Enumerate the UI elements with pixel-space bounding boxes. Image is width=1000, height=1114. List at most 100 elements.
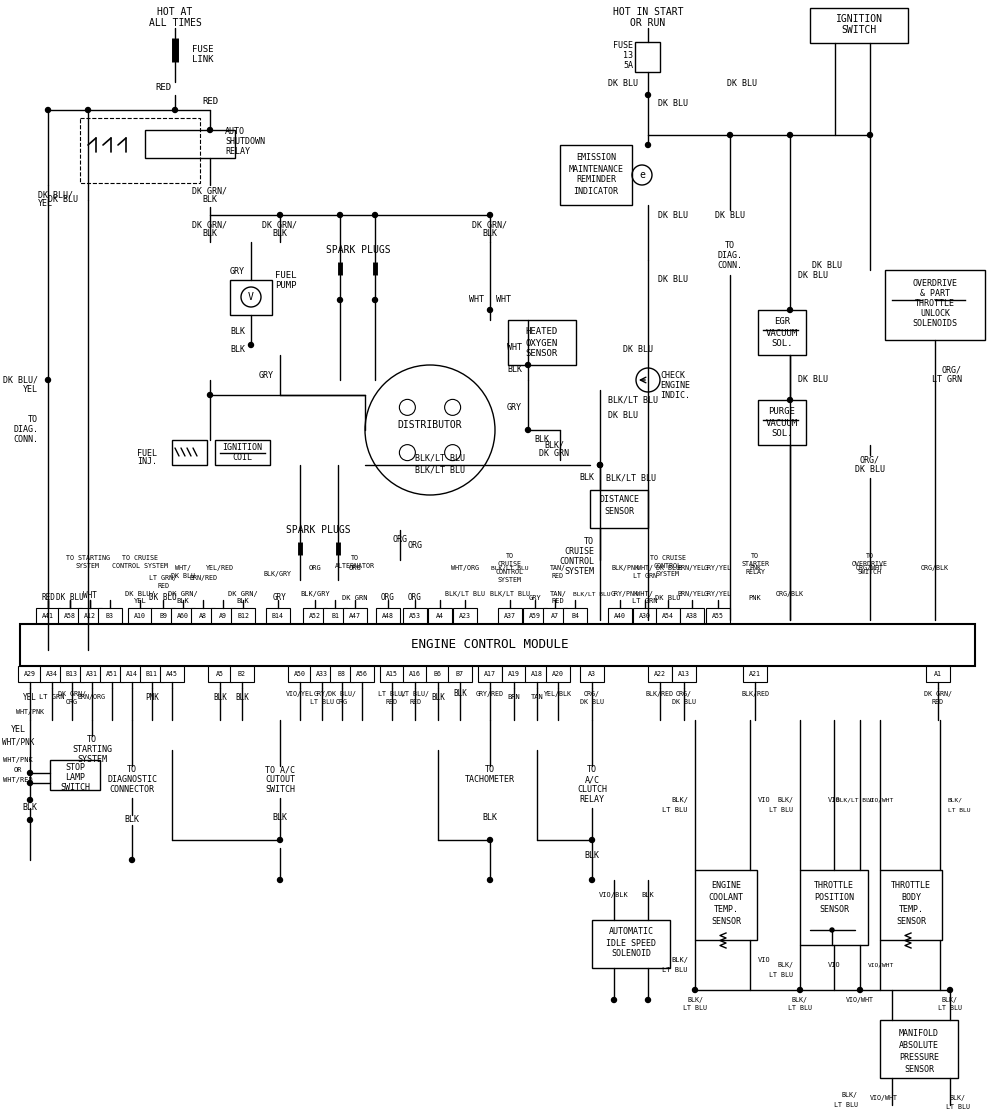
Bar: [608, 608, 632, 624]
Text: GRY/YEL: GRY/YEL: [704, 592, 732, 597]
Text: DISTRIBUTOR: DISTRIBUTOR: [398, 420, 462, 430]
Text: BLK: BLK: [482, 228, 498, 237]
Text: COOLANT: COOLANT: [708, 892, 744, 901]
Bar: [672, 666, 696, 682]
Text: TO: TO: [751, 553, 759, 559]
Bar: [310, 666, 334, 682]
Text: VIO/BLK: VIO/BLK: [599, 892, 629, 898]
Bar: [128, 608, 152, 624]
Text: VIO/WHT: VIO/WHT: [868, 798, 894, 802]
Text: THROTTLE: THROTTLE: [891, 880, 931, 889]
Text: ORG/WHT: ORG/WHT: [856, 565, 884, 571]
Text: BLK/LT BLU: BLK/LT BLU: [606, 473, 656, 482]
Circle shape: [728, 133, 732, 137]
Text: ABSOLUTE: ABSOLUTE: [899, 1040, 939, 1049]
Text: DK BLU: DK BLU: [715, 211, 745, 219]
Text: TACHOMETER: TACHOMETER: [465, 775, 515, 784]
Text: B9: B9: [159, 613, 167, 619]
Circle shape: [372, 297, 378, 303]
Text: BLK: BLK: [235, 693, 249, 702]
Text: BRN/RED: BRN/RED: [189, 575, 217, 582]
Text: LAMP: LAMP: [65, 773, 85, 782]
Text: VIO: VIO: [758, 957, 771, 962]
Text: A48: A48: [382, 613, 394, 619]
Text: A9: A9: [219, 613, 227, 619]
Text: ORG/BLK: ORG/BLK: [776, 592, 804, 597]
Text: DK BLU/: DK BLU/: [3, 375, 38, 384]
Circle shape: [278, 838, 283, 842]
Text: DK GRN: DK GRN: [342, 595, 368, 600]
Text: LT GRN: LT GRN: [932, 375, 962, 384]
Bar: [288, 666, 312, 682]
Text: GRY: GRY: [259, 371, 274, 380]
Text: B6: B6: [434, 671, 442, 677]
Circle shape: [612, 997, 616, 1003]
Circle shape: [788, 307, 792, 313]
Text: DK BLU: DK BLU: [656, 565, 680, 571]
Text: DK BLU: DK BLU: [580, 698, 604, 705]
Text: BLK: BLK: [453, 690, 467, 698]
Text: BLK: BLK: [584, 850, 600, 860]
Text: SENSOR: SENSOR: [896, 917, 926, 926]
Bar: [151, 608, 175, 624]
Circle shape: [208, 392, 212, 398]
Bar: [40, 666, 64, 682]
Text: RELAY: RELAY: [580, 795, 604, 804]
Text: BLK/LT BLU: BLK/LT BLU: [573, 592, 611, 596]
Text: TEMP.: TEMP.: [898, 905, 924, 913]
Text: BLK/LT BLU: BLK/LT BLU: [490, 592, 530, 597]
Bar: [498, 608, 522, 624]
Text: A53: A53: [409, 613, 421, 619]
Text: CONTROL: CONTROL: [496, 569, 524, 575]
Bar: [810, 8, 908, 43]
Text: STARTER: STARTER: [741, 561, 769, 567]
Bar: [743, 666, 767, 682]
Bar: [546, 666, 570, 682]
Text: BLK/: BLK/: [777, 962, 793, 968]
Bar: [18, 666, 42, 682]
Bar: [58, 608, 82, 624]
Text: DK BLU: DK BLU: [623, 345, 653, 354]
Text: SWITCH: SWITCH: [858, 569, 882, 575]
Text: BLK/LT BLU: BLK/LT BLU: [491, 566, 529, 570]
Text: V: V: [248, 292, 254, 302]
Text: A14: A14: [126, 671, 138, 677]
Text: A3: A3: [588, 671, 596, 677]
Text: TO CRUISE: TO CRUISE: [122, 555, 158, 561]
Text: ORG: ORG: [408, 540, 423, 549]
Text: A59: A59: [529, 613, 541, 619]
Circle shape: [526, 362, 530, 368]
Text: BLK: BLK: [237, 598, 249, 604]
Text: A5: A5: [216, 671, 224, 677]
Text: BLK/LT BLU: BLK/LT BLU: [836, 798, 873, 802]
Text: A19: A19: [508, 671, 520, 677]
Bar: [145, 130, 235, 158]
Text: TO: TO: [587, 765, 597, 774]
Text: B12: B12: [237, 613, 249, 619]
Text: BLK/PNK: BLK/PNK: [611, 565, 639, 571]
Bar: [758, 400, 806, 444]
Text: A58: A58: [64, 613, 76, 619]
Text: DK BLU: DK BLU: [56, 594, 84, 603]
Text: LT BLU: LT BLU: [683, 1005, 707, 1012]
Bar: [230, 666, 254, 682]
Circle shape: [788, 398, 792, 402]
Text: BLK/: BLK/: [948, 798, 963, 802]
Bar: [376, 608, 400, 624]
Text: PRESSURE: PRESSURE: [899, 1053, 939, 1062]
Text: A50: A50: [294, 671, 306, 677]
Text: WHT/ORG: WHT/ORG: [451, 565, 479, 571]
Text: BLK/: BLK/: [842, 1092, 858, 1098]
Text: WHT: WHT: [83, 592, 97, 600]
Text: ORG: ORG: [392, 536, 408, 545]
Text: LT BLU: LT BLU: [834, 1102, 858, 1108]
Text: SENSOR: SENSOR: [904, 1065, 934, 1074]
Text: ENGINE CONTROL MODULE: ENGINE CONTROL MODULE: [411, 638, 569, 652]
Circle shape: [372, 213, 378, 217]
Text: RED: RED: [409, 698, 421, 705]
Text: BLK: BLK: [124, 815, 140, 824]
Text: DK BLU: DK BLU: [798, 375, 828, 384]
Text: ENGINE: ENGINE: [711, 880, 741, 889]
Bar: [171, 608, 195, 624]
Circle shape: [830, 928, 834, 932]
